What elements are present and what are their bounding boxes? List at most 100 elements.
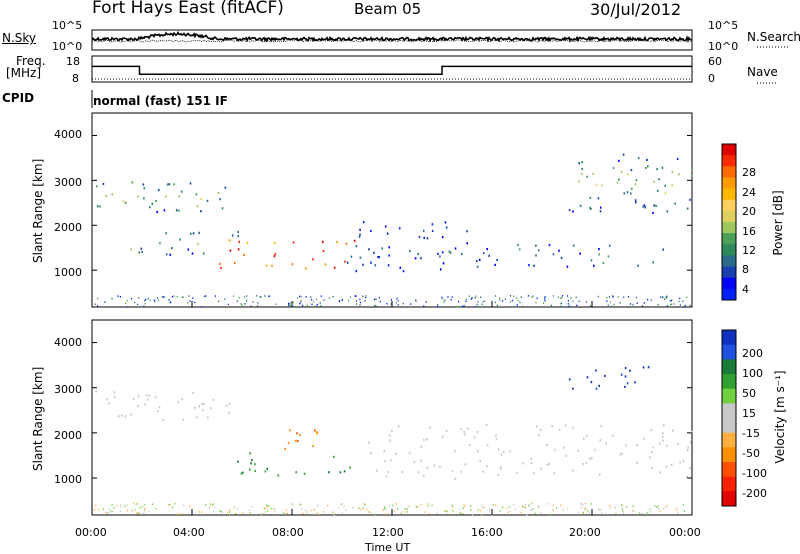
power-clutter: [561, 297, 563, 299]
power-clutter: [356, 303, 358, 305]
velocity-clutter: [683, 510, 685, 512]
power-colorbar-swatch: [722, 199, 736, 212]
power-clutter: [450, 298, 452, 301]
power-cell: [102, 182, 105, 185]
power-cell: [353, 239, 356, 242]
power-clutter: [609, 301, 611, 303]
power-clutter: [447, 296, 449, 298]
velocity-clutter: [209, 506, 211, 508]
velocity-clutter: [144, 509, 146, 511]
power-clutter: [170, 301, 172, 303]
power-cell: [163, 209, 166, 212]
velocity-clutter: [459, 508, 461, 511]
power-cell: [589, 206, 591, 209]
power-clutter: [319, 302, 321, 304]
velocity-clutter: [552, 509, 554, 511]
velocity-cell: [535, 425, 538, 428]
power-cell: [217, 191, 220, 195]
velocity-cell: [454, 477, 457, 480]
velocity-cell: [479, 459, 481, 462]
power-clutter: [240, 303, 242, 305]
velocity-cell: [328, 471, 330, 474]
velocity-cell: [477, 450, 479, 453]
velocity-clutter: [155, 507, 157, 510]
power-cell: [656, 189, 659, 192]
power-clutter: [390, 303, 392, 305]
power-clutter: [161, 296, 163, 298]
power-cell: [535, 254, 537, 257]
power-clutter: [501, 300, 504, 302]
velocity-clutter: [609, 504, 611, 507]
velocity-cell: [250, 462, 252, 465]
power-clutter: [636, 302, 638, 304]
power-clutter: [244, 303, 246, 305]
power-cell: [206, 199, 209, 202]
velocity-cell: [665, 465, 668, 469]
power-cell: [362, 263, 364, 266]
power-cell: [475, 260, 478, 263]
velocity-clutter: [270, 507, 272, 510]
power-cbar-tick: 8: [742, 263, 749, 276]
velocity-cell: [316, 432, 319, 435]
power-cell: [224, 186, 227, 189]
power-clutter: [664, 298, 666, 300]
power-cell: [658, 178, 660, 181]
velocity-cell: [144, 403, 146, 406]
power-clutter: [168, 299, 170, 301]
velocity-cell: [209, 407, 212, 410]
velocity-clutter: [531, 509, 533, 511]
power-clutter: [589, 305, 592, 307]
power-ytick: 1000: [54, 266, 82, 279]
velocity-clutter: [362, 507, 364, 509]
velocity-cell: [303, 472, 306, 475]
power-clutter: [458, 305, 460, 308]
power-clutter: [305, 296, 307, 298]
power-cell: [597, 197, 600, 200]
velocity-cell: [422, 474, 425, 477]
power-clutter: [300, 301, 302, 304]
velocity-clutter: [108, 512, 110, 514]
velocity-cell: [624, 385, 626, 388]
power-clutter: [520, 296, 522, 298]
velocity-cell: [95, 390, 97, 393]
power-clutter: [660, 296, 662, 298]
power-cell: [645, 166, 647, 170]
power-clutter: [662, 295, 664, 298]
power-cell: [599, 206, 602, 209]
velocity-cell: [154, 396, 157, 399]
power-clutter: [629, 303, 632, 305]
velocity-cell: [192, 391, 194, 395]
power-cell: [627, 173, 629, 176]
power-clutter: [474, 306, 476, 308]
power-clutter: [509, 295, 512, 297]
power-cell: [155, 199, 157, 203]
velocity-clutter: [524, 506, 526, 509]
velocity-cell: [413, 461, 416, 464]
power-cell: [273, 255, 276, 258]
velocity-cell: [595, 369, 597, 372]
power-clutter: [390, 299, 392, 301]
power-clutter: [456, 306, 458, 308]
power-colorbar-swatch: [722, 155, 736, 167]
power-cell: [137, 195, 139, 198]
power-clutter: [97, 305, 99, 307]
velocity-cell: [533, 472, 535, 475]
velocity-clutter: [526, 514, 528, 516]
power-cell: [426, 237, 429, 240]
power-cell: [180, 190, 183, 193]
power-clutter: [205, 295, 207, 297]
power-cell: [448, 250, 451, 253]
power-cell: [518, 248, 521, 251]
power-clutter: [117, 295, 119, 297]
power-cell: [166, 183, 169, 186]
velocity-cell: [464, 463, 467, 466]
velocity-cell: [433, 464, 436, 467]
velocity-cell: [591, 456, 593, 460]
velocity-clutter: [126, 504, 128, 506]
power-cbar-tick: 20: [742, 205, 756, 218]
velocity-clutter: [415, 505, 417, 508]
power-clutter: [243, 296, 246, 298]
power-clutter: [338, 300, 340, 303]
power-cell: [233, 261, 236, 264]
power-cell: [422, 229, 425, 232]
